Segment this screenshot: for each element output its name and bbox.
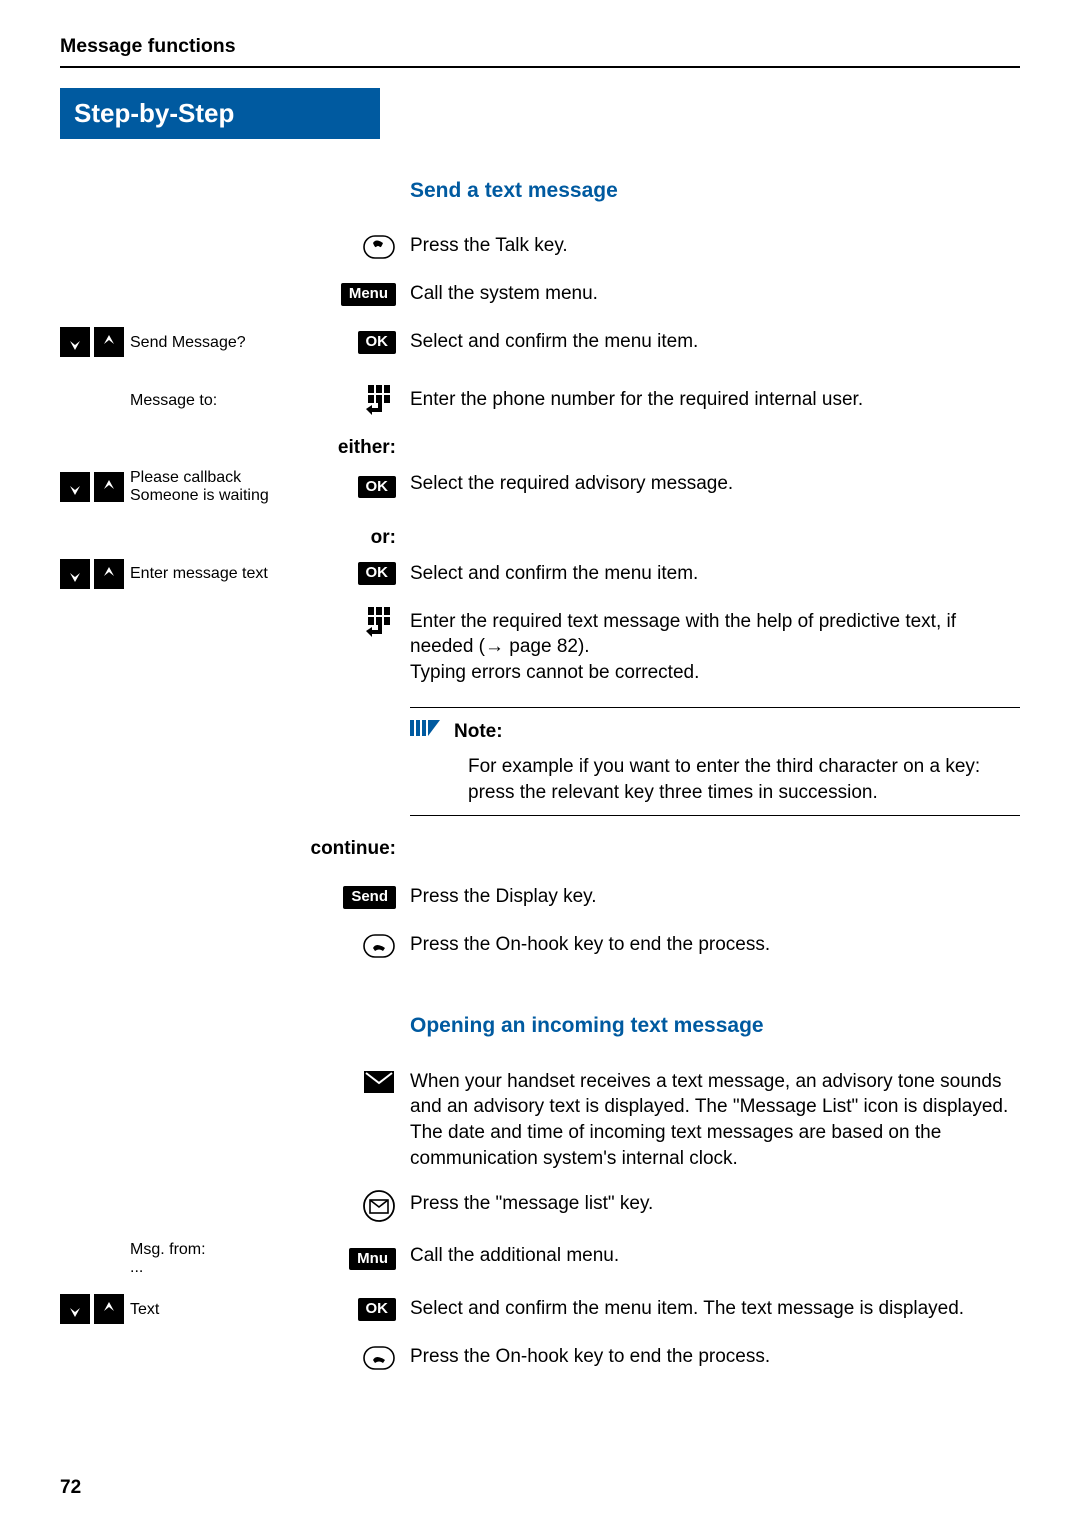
onhook-key-icon [362,930,396,960]
envelope-icon [362,1067,396,1097]
instruction-text: When your handset receives a text messag… [398,1067,1020,1172]
menu-badge: Menu [341,283,396,306]
msg-from-dots: ... [130,1259,143,1276]
instruction-text: Call the system menu. [398,279,1020,307]
onhook-key-icon [362,1342,396,1372]
instruction-text: Select the required advisory message. [398,469,1020,497]
menu-item-label: Msg. from: ... [130,1241,349,1276]
ok-badge: OK [358,1298,397,1321]
note-body: For example if you want to enter the thi… [410,754,1020,805]
instruction-text: Select and confirm the menu item. [398,327,1020,355]
ok-badge: OK [358,331,397,354]
step-by-step-banner: Step-by-Step [60,88,380,139]
nav-arrows [60,559,124,589]
either-label: either: [338,437,396,459]
nav-arrows [60,327,124,357]
nav-arrows [60,1294,124,1324]
continue-label: continue: [311,838,397,860]
note-block: Note: For example if you want to enter t… [410,707,1020,816]
instruction-text: Select and confirm the menu item. [398,559,1020,587]
section-title-opening: Opening an incoming text message [410,1012,1020,1040]
menu-item-label: Enter message text [130,565,358,583]
section-title-send: Send a text message [410,177,1020,205]
instruction-text: Press the Talk key. [398,231,1020,259]
instruction-text: Enter the required text message with the… [398,607,1020,686]
nav-arrows [60,472,124,502]
instruction-text: Select and confirm the menu item. The te… [398,1294,1020,1322]
advisory-line2: Someone is waiting [130,487,269,504]
advisory-line1: Please callback [130,469,241,486]
page-number: 72 [60,1477,81,1499]
menu-item-label: Send Message? [130,334,358,352]
instruction-text: Press the Display key. [398,882,1020,910]
instruction-text: Press the On-hook key to end the process… [398,930,1020,958]
note-icon [410,718,444,746]
menu-item-label: Please callback Someone is waiting [130,469,358,504]
ok-badge: OK [358,476,397,499]
keypad-icon [362,607,396,637]
send-badge: Send [343,886,396,909]
message-list-key-icon [362,1189,396,1223]
instruction-text: Press the On-hook key to end the process… [398,1342,1020,1370]
page-header: Message functions [60,35,1020,68]
keypad-icon [362,385,396,415]
mnu-badge: Mnu [349,1248,396,1271]
msg-from-label: Msg. from: [130,1241,206,1258]
note-title: Note: [454,719,503,745]
menu-item-label: Text [130,1301,358,1319]
instruction-text: Enter the phone number for the required … [398,385,1020,413]
talk-key-icon [362,231,396,261]
ok-badge: OK [358,562,397,585]
instruction-text: Press the "message list" key. [398,1189,1020,1217]
instruction-text: Call the additional menu. [398,1241,1020,1269]
menu-item-label: Message to: [130,392,362,410]
or-label: or: [371,527,396,549]
